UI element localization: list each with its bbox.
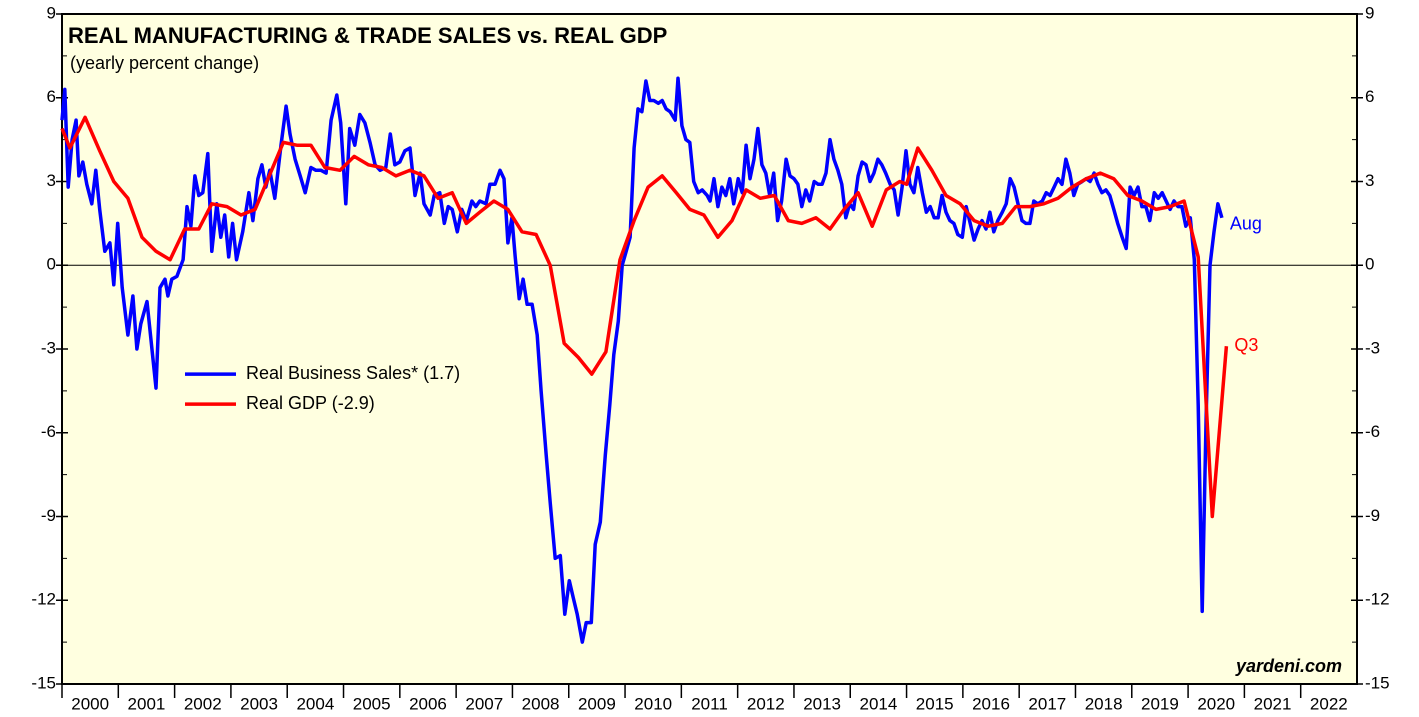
legend-label: Real GDP (-2.9) <box>246 393 375 413</box>
annotation: yardeni.com <box>1235 656 1342 676</box>
y2-tick-label: -15 <box>1365 673 1390 692</box>
x-tick-label: 2012 <box>747 694 785 713</box>
x-tick-label: 2005 <box>353 694 391 713</box>
y-tick-label: -3 <box>41 338 56 357</box>
x-tick-label: 2018 <box>1085 694 1123 713</box>
y2-tick-label: 0 <box>1365 255 1374 274</box>
y-tick-label: 9 <box>47 3 56 22</box>
y2-tick-label: 6 <box>1365 87 1374 106</box>
x-tick-label: 2022 <box>1310 694 1348 713</box>
series-line <box>60 76 1224 644</box>
x-tick-label: 2019 <box>1141 694 1179 713</box>
plot-area <box>61 13 1358 685</box>
end-label: Q3 <box>1234 335 1258 355</box>
x-tick-label: 2021 <box>1254 694 1292 713</box>
x-tick-label: 2011 <box>691 694 728 713</box>
y-tick-label: -6 <box>41 422 56 441</box>
x-tick-label: 2010 <box>634 694 672 713</box>
chart-title: REAL MANUFACTURING & TRADE SALES vs. REA… <box>68 23 667 48</box>
y-tick-label: -15 <box>31 673 56 692</box>
y-tick-label: 0 <box>47 255 56 274</box>
legend-label: Real Business Sales* (1.7) <box>246 363 460 383</box>
y-tick-label: -9 <box>41 506 56 525</box>
x-tick-label: 2000 <box>71 694 109 713</box>
chart-subtitle: (yearly percent change) <box>70 53 259 73</box>
y-tick-label: 6 <box>47 87 56 106</box>
x-tick-label: 2003 <box>240 694 278 713</box>
y-tick-label: -12 <box>31 590 56 609</box>
x-tick-label: 2017 <box>1028 694 1066 713</box>
series-line <box>60 115 1229 519</box>
x-tick-label: 2006 <box>409 694 447 713</box>
x-tick-label: 2004 <box>296 694 334 713</box>
end-label: Aug <box>1230 214 1262 234</box>
y2-tick-label: -12 <box>1365 590 1390 609</box>
x-tick-label: 2015 <box>916 694 954 713</box>
x-tick-label: 2002 <box>184 694 222 713</box>
y2-tick-label: -3 <box>1365 338 1380 357</box>
y2-tick-label: -6 <box>1365 422 1380 441</box>
x-tick-label: 2001 <box>128 694 166 713</box>
y2-tick-label: 3 <box>1365 171 1374 190</box>
x-tick-label: 2008 <box>522 694 560 713</box>
x-tick-label: 2016 <box>972 694 1010 713</box>
y2-tick-label: -9 <box>1365 506 1380 525</box>
x-tick-label: 2009 <box>578 694 616 713</box>
y2-tick-label: 9 <box>1365 3 1374 22</box>
x-tick-label: 2014 <box>859 694 897 713</box>
x-tick-label: 2013 <box>803 694 841 713</box>
x-tick-label: 2007 <box>465 694 503 713</box>
y-tick-label: 3 <box>47 171 56 190</box>
x-tick-label: 2020 <box>1197 694 1235 713</box>
